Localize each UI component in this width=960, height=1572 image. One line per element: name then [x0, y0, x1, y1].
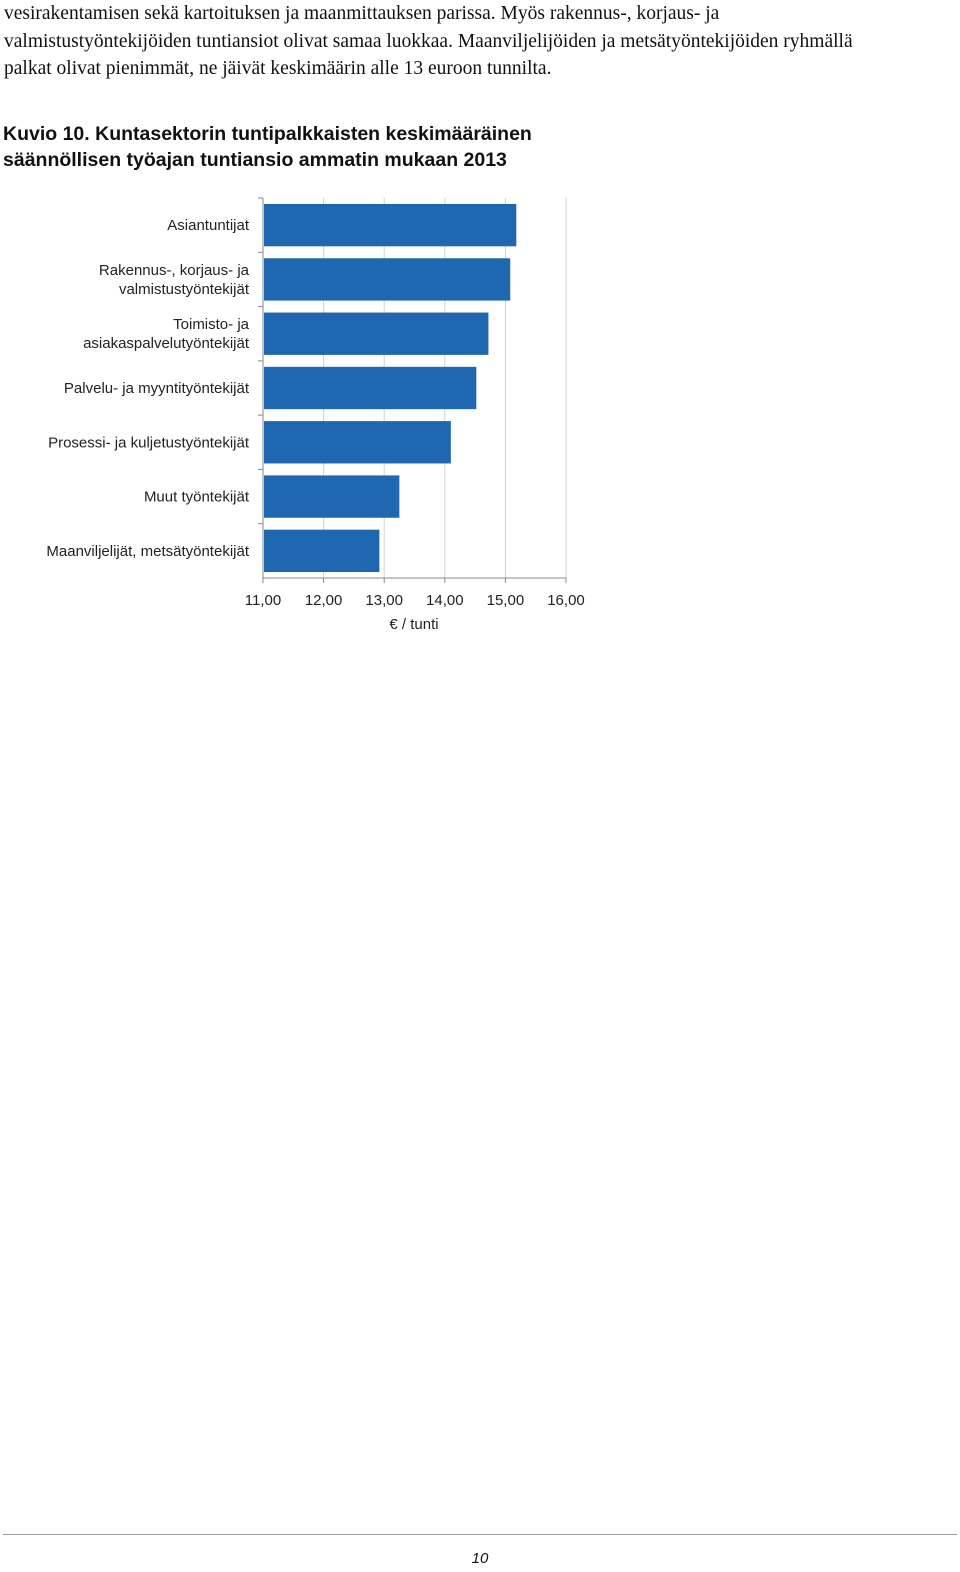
caption-line: Kuvio 10. Kuntasektorin tuntipalkkaisten… — [3, 123, 532, 145]
x-tick-label: 15,00 — [487, 592, 525, 609]
category-label-line: asiakaspalvelutyöntekijät — [83, 335, 250, 352]
category-label-line: Maanviljelijät, metsätyöntekijät — [46, 543, 249, 560]
category-label-line: Palvelu- ja myyntityöntekijät — [64, 380, 250, 397]
x-tick-label: 12,00 — [305, 592, 343, 609]
x-tick-label: 11,00 — [245, 592, 281, 609]
bar-chart: Asiantuntijat Rakennus-, korjaus- ja valmi… — [46, 197, 585, 633]
caption-line: säännöllisen työajan tuntiansio ammatin … — [3, 149, 507, 171]
category-label-line: valmistustyöntekijät — [119, 281, 250, 298]
bar — [264, 366, 477, 410]
paragraph-line: palkat olivat pienimmät, ne jäivät keski… — [4, 58, 552, 79]
x-tick-label: 14,00 — [426, 592, 464, 609]
category-label-line: Muut työntekijät — [144, 489, 250, 506]
x-tick-label: 16,00 — [547, 592, 585, 609]
bar — [264, 529, 380, 573]
category-label-line: Asiantuntijat — [167, 217, 250, 234]
category-label: Maanviljelijät, metsätyöntekijät — [46, 543, 249, 560]
bar — [264, 421, 451, 464]
x-axis-label: € / tunti — [389, 616, 438, 633]
bar — [264, 312, 489, 355]
page-number: 10 — [471, 1550, 489, 1567]
category-label: Asiantuntijat — [167, 217, 250, 234]
chart-tick-labels: 11,00 12,00 13,00 14,00 15,00 16,00 — [245, 592, 585, 609]
paragraph-line: valmistustyöntekijöiden tuntiansiot oliv… — [4, 30, 853, 52]
category-label: Rakennus-, korjaus- ja valmistustyöntekij… — [99, 262, 250, 298]
category-label: Palvelu- ja myyntityöntekijät — [64, 380, 250, 397]
category-label: Muut työntekijät — [144, 489, 250, 506]
category-label: Toimisto- ja asiakaspalvelutyöntekijät — [83, 316, 250, 352]
category-label-line: Prosessi- ja kuljetustyöntekijät — [48, 434, 250, 451]
body-paragraph: vesirakentamisen sekä kartoituksen ja ma… — [4, 0, 959, 83]
bar — [264, 258, 511, 301]
footer-divider — [3, 1534, 957, 1535]
chart-axes — [258, 197, 567, 583]
chart-bars — [264, 203, 517, 573]
figure-caption: Kuvio 10. Kuntasektorin tuntipalkkaisten… — [3, 121, 532, 173]
category-label: Prosessi- ja kuljetustyöntekijät — [48, 434, 250, 451]
bar — [264, 203, 517, 247]
category-label-line: Toimisto- ja — [173, 316, 250, 333]
bar — [264, 475, 400, 518]
x-tick-label: 13,00 — [365, 592, 403, 609]
paragraph-line: vesirakentamisen sekä kartoituksen ja ma… — [4, 3, 720, 24]
category-label-line: Rakennus-, korjaus- ja — [99, 262, 250, 279]
chart-category-labels: Asiantuntijat Rakennus-, korjaus- ja valmi… — [46, 217, 249, 560]
